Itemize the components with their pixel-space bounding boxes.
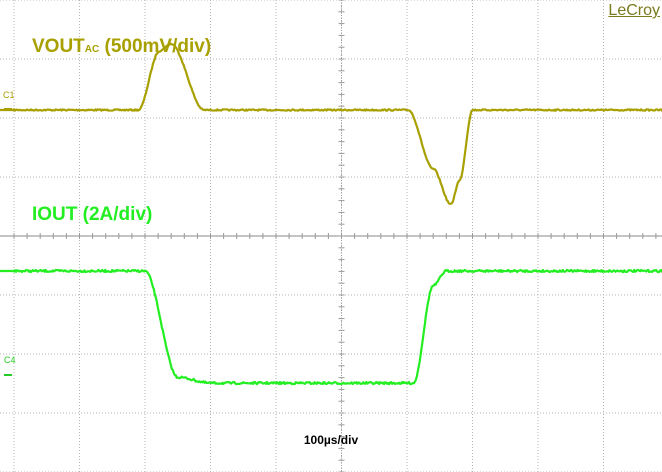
lecroy-logo: LeCroy <box>608 2 660 19</box>
vout-channel-label: VOUTAC (500mV/div) <box>32 36 211 58</box>
c1-marker: C1 <box>3 90 15 100</box>
vout-label-scale: (500mV/div) <box>99 36 212 57</box>
timebase-label: 100µs/div <box>303 433 359 447</box>
trace-c4 <box>0 268 662 386</box>
c4-marker: C4 <box>4 355 16 365</box>
vout-label-main: VOUT <box>32 36 85 57</box>
vout-label-sub: AC <box>84 44 100 55</box>
trace-c1 <box>0 42 662 205</box>
iout-channel-label: IOUT (2A/div) <box>32 204 153 225</box>
traces <box>0 42 662 386</box>
